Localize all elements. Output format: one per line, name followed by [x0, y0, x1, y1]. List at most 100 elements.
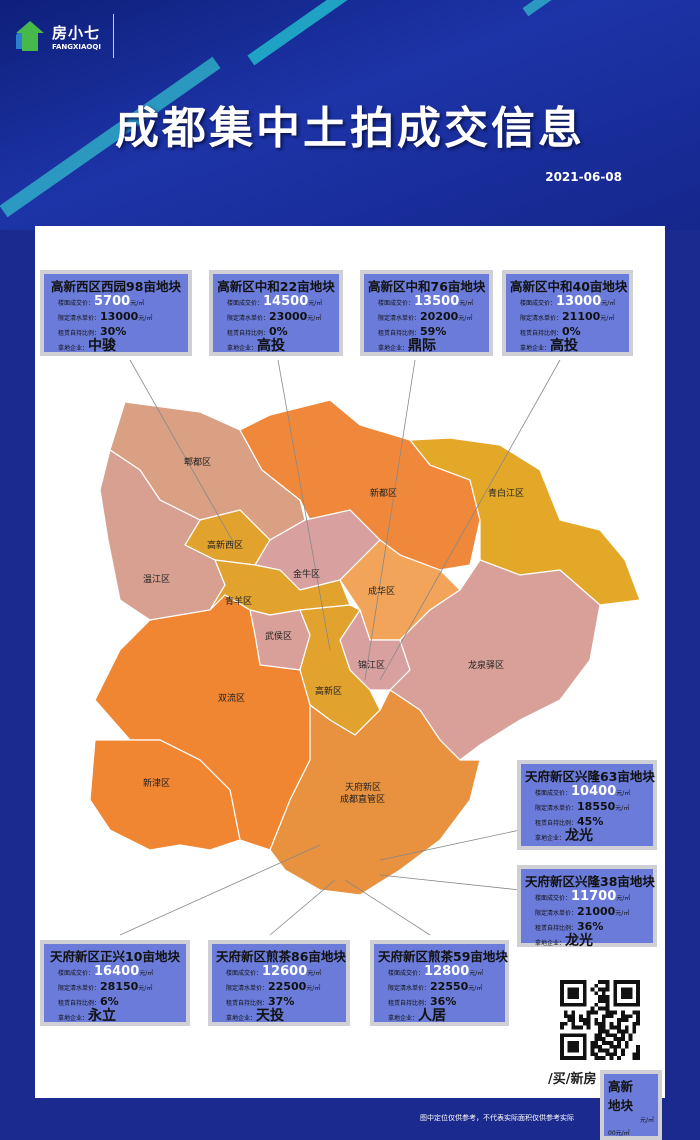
company-row: 拿地企业：永立: [58, 1008, 117, 1024]
district-label: 成都直管区: [340, 793, 385, 805]
district-label: 龙泉驿区: [468, 659, 504, 671]
floor-price: 16400: [94, 964, 140, 979]
limit-price: 20200: [420, 310, 459, 323]
price-row: 楼面成交价：14500元/㎡: [227, 294, 323, 309]
limit-row: 限定清水单价：28150元/㎡: [58, 980, 153, 993]
parcel-name: 天府新区兴隆38亩地块: [525, 874, 655, 889]
parcel-name: 高新区中和22亩地块: [217, 279, 335, 294]
district-label: 武侯区: [265, 630, 292, 642]
company-row: 拿地企业：高投: [227, 338, 286, 354]
floor-price: 13500: [414, 294, 460, 309]
qr-code[interactable]: [560, 980, 640, 1060]
qr-caption: /买/新房: [548, 1072, 597, 1087]
floor-price: 12800: [424, 964, 470, 979]
parcel-card: 天府新区兴隆38亩地块 楼面成交价：11700元/㎡ 限定清水单价：21000元…: [517, 865, 657, 949]
company-row: 拿地企业：人居: [388, 1008, 447, 1024]
price-row: 楼面成交价：5700元/㎡: [58, 294, 145, 309]
company: 龙光: [565, 933, 594, 949]
company: 人居: [418, 1008, 447, 1024]
parcel-card: 天府新区煎茶86亩地块 楼面成交价：12600元/㎡ 限定清水单价：22500元…: [208, 940, 350, 1026]
district-label: 青羊区: [225, 595, 252, 607]
header-background: [0, 0, 700, 230]
parcel-name: 天府新区煎茶86亩地块: [216, 949, 346, 964]
rental-ratio: 45%: [577, 815, 604, 828]
logo-name: 房小七: [52, 23, 101, 42]
rental-ratio: 37%: [268, 995, 295, 1008]
parcel-name: 天府新区正兴10亩地块: [50, 949, 180, 964]
ratio-row: 租赁自持比例：0%: [520, 325, 581, 338]
limit-row: 限定清水单价：23000元/㎡: [227, 310, 322, 323]
parcel-card: 高新区中和40亩地块 楼面成交价：13000元/㎡ 限定清水单价：21100元/…: [502, 270, 633, 356]
partial-box-title: 地块: [608, 1098, 634, 1113]
rental-ratio: 30%: [100, 325, 127, 338]
limit-row: 限定清水单价：13000元/㎡: [58, 310, 153, 323]
parcel-name: 高新区中和40亩地块: [510, 279, 628, 294]
limit-price: 22500: [268, 980, 307, 993]
partial-box-line: 元/㎡: [639, 1117, 654, 1124]
district-label: 双流区: [218, 692, 245, 704]
company-row: 拿地企业：龙光: [535, 828, 594, 844]
limit-row: 限定清水单价：21000元/㎡: [535, 905, 630, 918]
limit-price: 21000: [577, 905, 616, 918]
district-qingbaijiang: [408, 437, 641, 606]
district-tianfu: [269, 689, 481, 896]
company: 龙光: [565, 828, 594, 844]
floor-price: 5700: [94, 294, 131, 309]
parcel-card: 天府新区正兴10亩地块 楼面成交价：16400元/㎡ 限定清水单价：28150元…: [40, 940, 190, 1026]
limit-row: 限定清水单价：20200元/㎡: [378, 310, 473, 323]
partial-parcel-box: 高新地块 元/㎡ 00元/㎡: [600, 1070, 662, 1140]
ratio-row: 租赁自持比例：30%: [58, 325, 127, 338]
limit-price: 22550: [430, 980, 469, 993]
company-row: 拿地企业：龙光: [535, 933, 594, 949]
company: 中骏: [88, 338, 117, 354]
date: 2021-06-08: [545, 170, 622, 184]
limit-row: 限定清水单价：18550元/㎡: [535, 800, 630, 813]
floor-price: 12600: [262, 964, 308, 979]
company-row: 拿地企业：天投: [226, 1008, 285, 1024]
rental-ratio: 6%: [100, 995, 119, 1008]
company: 永立: [88, 1008, 117, 1024]
district-label: 温江区: [143, 574, 170, 585]
partial-box-title: 高新: [608, 1079, 634, 1094]
limit-row: 限定清水单价：22500元/㎡: [226, 980, 321, 993]
limit-price: 23000: [269, 310, 308, 323]
district-label: 高新西区: [207, 539, 243, 551]
parcel-card: 高新区中和22亩地块 楼面成交价：14500元/㎡ 限定清水单价：23000元/…: [209, 270, 343, 356]
company-row: 拿地企业：高投: [520, 338, 579, 354]
parcel-name: 天府新区煎茶59亩地块: [378, 949, 508, 964]
district-label: 高新区: [315, 685, 342, 697]
ratio-row: 租赁自持比例：36%: [535, 920, 604, 933]
floor-price: 11700: [571, 889, 617, 904]
footer-disclaimer: 图中定位仅供参考，不代表实际面积仅供参考实际: [420, 1114, 574, 1122]
ratio-row: 租赁自持比例：6%: [58, 995, 119, 1008]
ratio-row: 租赁自持比例：0%: [227, 325, 288, 338]
rental-ratio: 36%: [430, 995, 457, 1008]
company-row: 拿地企业：鼎际: [378, 338, 437, 354]
house-arrow-icon: [16, 21, 44, 51]
rental-ratio: 0%: [562, 325, 581, 338]
logo-subtitle: FANGXIAOQI: [52, 42, 101, 51]
limit-row: 限定清水单价：21100元/㎡: [520, 310, 615, 323]
logo: 房小七 FANGXIAOQI: [12, 14, 114, 58]
rental-ratio: 36%: [577, 920, 604, 933]
ratio-row: 租赁自持比例：37%: [226, 995, 295, 1008]
divider: [112, 14, 114, 58]
rental-ratio: 0%: [269, 325, 288, 338]
floor-price: 10400: [571, 784, 617, 799]
company: 高投: [550, 338, 579, 354]
district-longquanyi: [389, 559, 601, 761]
parcel-name: 高新西区西园98亩地块: [51, 279, 181, 294]
page-title: 成都集中土拍成交信息: [115, 103, 585, 154]
company: 鼎际: [408, 338, 437, 354]
district-xindu: [239, 399, 481, 571]
limit-price: 13000: [100, 310, 139, 323]
district-label: 新津区: [143, 777, 170, 789]
parcel-card: 天府新区兴隆63亩地块 楼面成交价：10400元/㎡ 限定清水单价：18550元…: [517, 760, 657, 850]
district-label: 锦江区: [358, 659, 385, 671]
price-row: 楼面成交价：16400元/㎡: [58, 964, 154, 979]
price-row: 楼面成交价：13500元/㎡: [378, 294, 474, 309]
price-row: 楼面成交价：11700元/㎡: [535, 889, 631, 904]
limit-row: 限定清水单价：22550元/㎡: [388, 980, 483, 993]
parcel-card: 高新区中和76亩地块 楼面成交价：13500元/㎡ 限定清水单价：20200元/…: [360, 270, 493, 356]
